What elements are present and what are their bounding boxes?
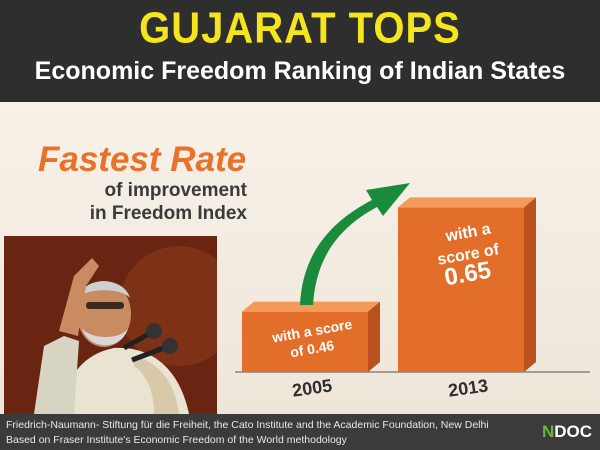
x-tick-2013: 2013 (447, 375, 489, 400)
x-tick-2005: 2005 (291, 375, 333, 400)
bar-2013 (398, 207, 524, 372)
callout-line-1: of improvement (104, 180, 247, 201)
bar-2005 (242, 311, 368, 372)
source-line-2: Based on Fraser Institute's Economic Fre… (6, 434, 347, 446)
bar-top-2005 (242, 301, 380, 312)
footer: Friedrich-Naumann- Stiftung für die Frei… (0, 414, 600, 450)
speaker-illustration (4, 236, 217, 414)
source-line-1: Friedrich-Naumann- Stiftung für die Frei… (6, 419, 489, 431)
subheadline: Economic Freedom Ranking of Indian State… (34, 57, 566, 85)
header-banner: GUJARAT TOPS Economic Freedom Ranking of… (0, 0, 600, 102)
callout-title: Fastest Rate (38, 140, 247, 179)
bar-label-2005-1: of 0.46 (289, 337, 336, 360)
leader-photo (4, 236, 217, 414)
bar-side-2013 (524, 197, 536, 372)
callout-line-2: in Freedom Index (89, 203, 247, 224)
headline: GUJARAT TOPS (139, 3, 461, 53)
bar-side-2005 (368, 301, 380, 372)
bar-top-2013 (398, 197, 536, 208)
logo: NDOC (541, 422, 592, 441)
arrow-shape (300, 183, 410, 305)
improvement-arrow-icon (300, 183, 410, 305)
